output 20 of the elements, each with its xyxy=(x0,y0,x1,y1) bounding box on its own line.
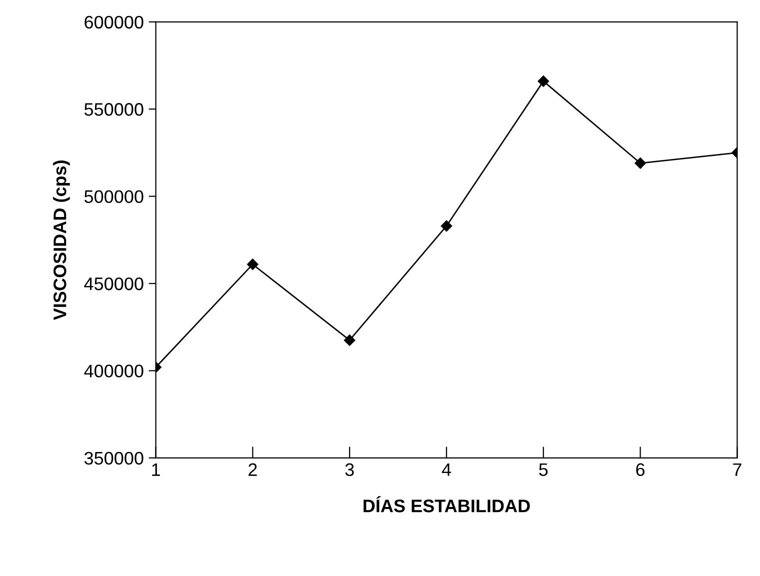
point xyxy=(634,158,646,169)
x-tick-label: 3 xyxy=(345,463,354,476)
x-tick-label: 2 xyxy=(248,463,257,476)
y-tick-label: 450000 xyxy=(84,277,144,290)
x-tick-label: 5 xyxy=(539,463,548,476)
y-tick-label: 600000 xyxy=(84,16,144,29)
x-tick-label: 4 xyxy=(442,463,451,476)
y-tick-label: 500000 xyxy=(84,190,144,204)
y-tick-label: 550000 xyxy=(84,103,144,116)
point xyxy=(538,76,550,87)
x-axis-title: DÍAS ESTABILIDAD xyxy=(364,496,530,512)
point xyxy=(344,334,356,346)
x-tick-label: 6 xyxy=(636,463,645,476)
y-axis-title: VISCOSIDAD (cps) xyxy=(53,160,70,320)
x-tick-label: 1 xyxy=(152,463,160,476)
x-tick-label: 7 xyxy=(733,463,742,476)
point xyxy=(247,258,258,270)
y-tick-label: 350000 xyxy=(84,452,144,465)
y-tick-label: 400000 xyxy=(84,364,144,378)
point xyxy=(440,220,452,232)
